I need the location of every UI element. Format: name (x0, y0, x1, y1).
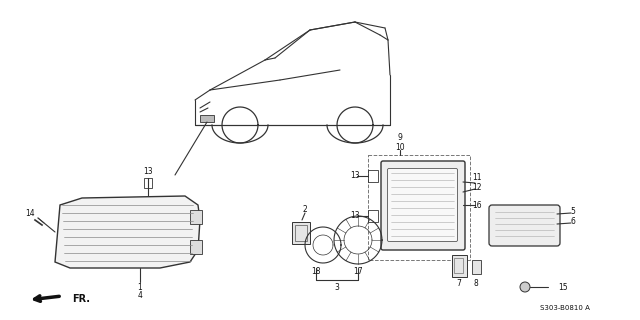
Text: 2: 2 (303, 205, 307, 214)
Text: 8: 8 (474, 278, 478, 287)
Text: 13: 13 (350, 171, 360, 180)
Circle shape (520, 282, 530, 292)
Text: 10: 10 (395, 142, 405, 151)
Bar (295, 225, 307, 241)
Text: 3: 3 (335, 283, 339, 292)
Bar (368, 170, 378, 182)
Bar (452, 255, 467, 277)
Bar (292, 222, 310, 244)
Text: 1: 1 (138, 283, 142, 292)
FancyBboxPatch shape (489, 205, 560, 246)
FancyBboxPatch shape (387, 169, 458, 242)
Text: S303-B0810 A: S303-B0810 A (540, 305, 590, 311)
Text: 17: 17 (353, 268, 363, 276)
Text: 6: 6 (571, 218, 575, 227)
Text: 18: 18 (311, 268, 321, 276)
Bar (368, 210, 378, 222)
Bar (454, 258, 463, 273)
Text: 13: 13 (350, 211, 360, 220)
Text: 9: 9 (397, 133, 403, 142)
Polygon shape (55, 196, 200, 268)
Text: 4: 4 (138, 291, 143, 300)
Text: 14: 14 (25, 209, 35, 218)
Text: 12: 12 (472, 183, 482, 193)
FancyBboxPatch shape (381, 161, 465, 250)
Bar (144, 178, 152, 188)
Bar (190, 210, 202, 224)
Text: 16: 16 (472, 201, 482, 210)
Text: 15: 15 (558, 283, 568, 292)
Bar (200, 115, 214, 122)
Text: 7: 7 (456, 278, 461, 287)
Bar (472, 260, 481, 274)
Text: 5: 5 (571, 207, 575, 217)
Text: 11: 11 (472, 173, 482, 182)
Bar (190, 240, 202, 254)
Text: FR.: FR. (72, 294, 90, 304)
Bar (368, 155, 470, 260)
Text: 13: 13 (143, 167, 153, 177)
